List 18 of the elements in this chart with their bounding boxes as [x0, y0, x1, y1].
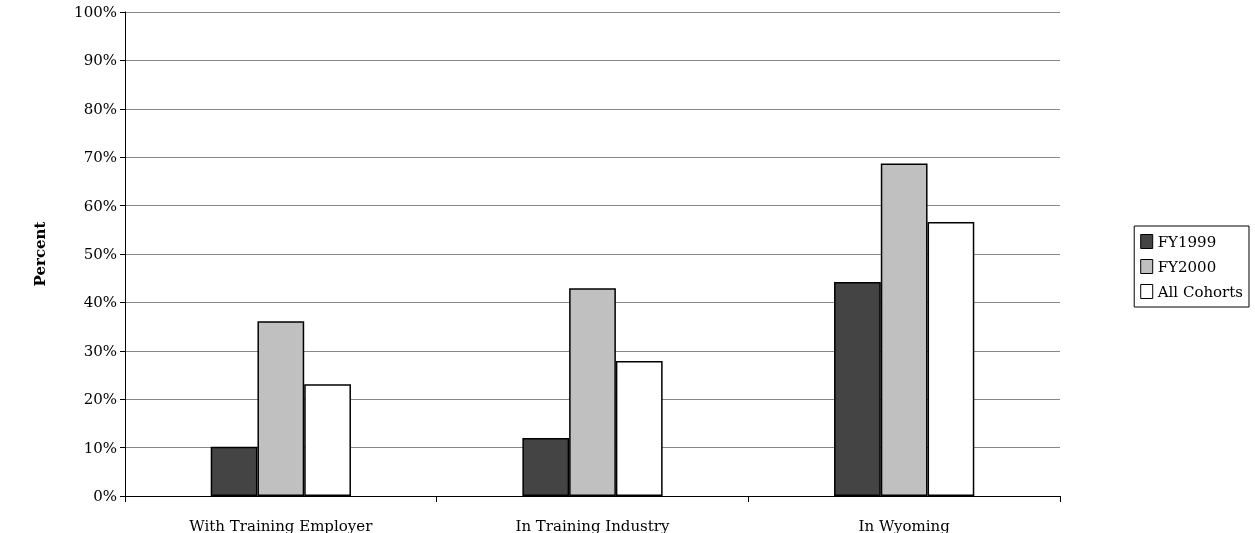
legend-label: All Cohorts — [1156, 282, 1244, 301]
y-tick-label: 60% — [83, 196, 117, 215]
y-tick-label: 10% — [83, 438, 117, 457]
y-tick-label: 40% — [83, 293, 117, 312]
legend-label: FY2000 — [1157, 257, 1217, 276]
legend-label: FY1999 — [1157, 232, 1217, 251]
x-tick-label: In Training Industry — [515, 516, 671, 533]
y-tick-label: 30% — [83, 341, 117, 360]
x-tick-label: In Wyoming — [858, 516, 951, 533]
y-tick-label: 70% — [83, 148, 117, 167]
x-tick-label: With Training Employer — [189, 516, 374, 533]
y-tick-label: 50% — [83, 245, 117, 263]
y-tick-label: 90% — [83, 51, 117, 70]
y-axis-title: Percent — [30, 221, 49, 287]
y-tick-label: 100% — [74, 3, 117, 21]
y-tick-label: 20% — [83, 390, 117, 409]
y-tick-label: 80% — [83, 99, 117, 118]
y-tick-label: 0% — [93, 487, 117, 505]
